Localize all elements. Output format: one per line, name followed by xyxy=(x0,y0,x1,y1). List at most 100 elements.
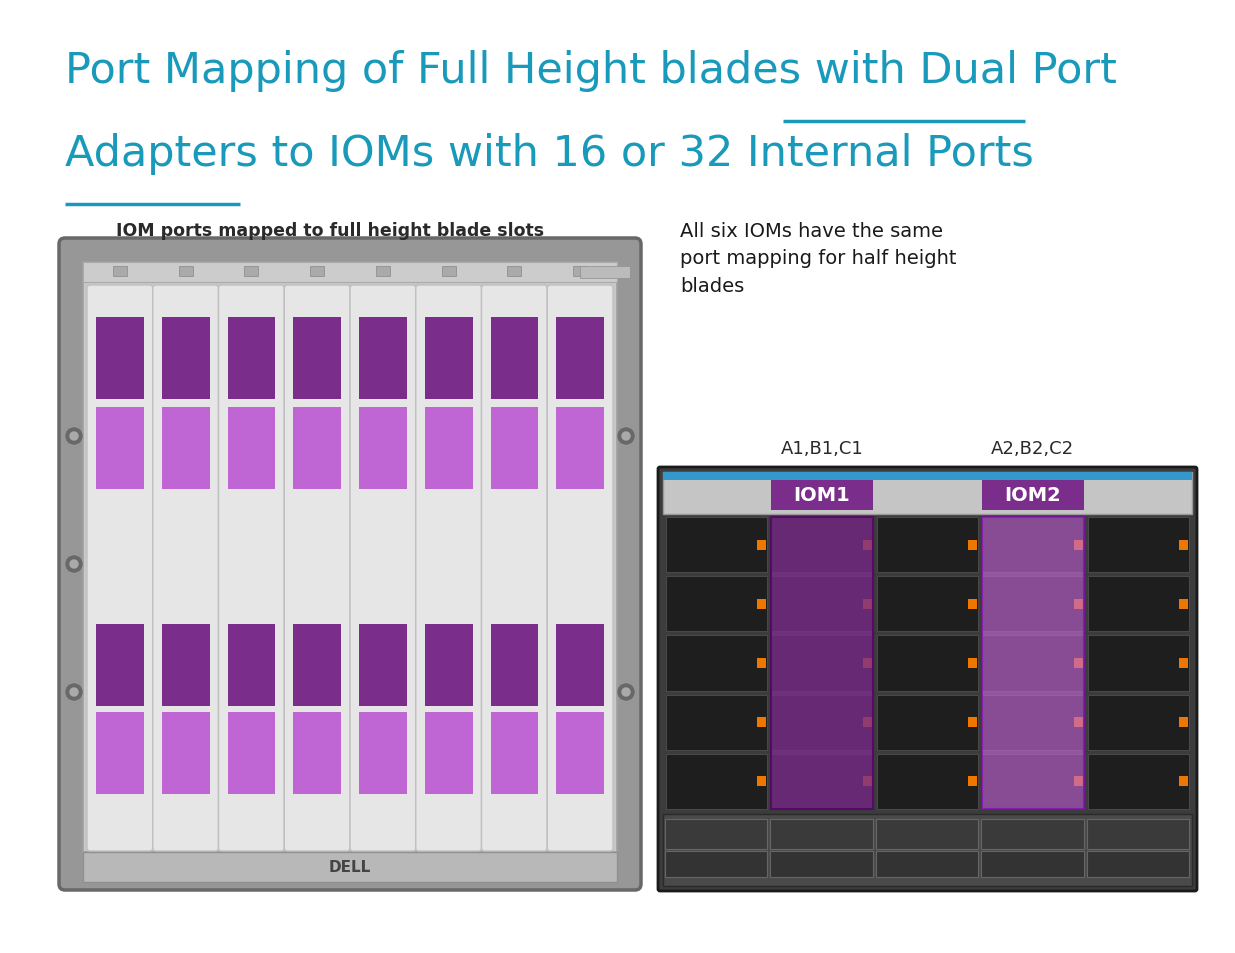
Bar xyxy=(981,820,1083,849)
Bar xyxy=(227,408,275,490)
Bar xyxy=(772,636,873,691)
Bar xyxy=(490,625,538,706)
FancyBboxPatch shape xyxy=(86,286,153,851)
Bar xyxy=(162,317,210,399)
Bar xyxy=(1179,659,1188,668)
Bar xyxy=(96,408,143,490)
Bar xyxy=(310,267,324,276)
Bar xyxy=(771,851,873,877)
Bar xyxy=(1088,577,1189,632)
Bar xyxy=(375,267,390,276)
Bar xyxy=(666,636,767,691)
Bar xyxy=(1073,540,1083,550)
Bar xyxy=(968,540,977,550)
Circle shape xyxy=(622,433,630,440)
Bar xyxy=(1073,777,1083,786)
Bar xyxy=(982,754,1083,809)
Bar xyxy=(968,777,977,786)
Bar xyxy=(96,712,143,794)
Bar xyxy=(556,408,604,490)
Bar xyxy=(877,517,978,573)
Bar xyxy=(757,540,767,550)
Text: DELL: DELL xyxy=(329,860,372,875)
Bar xyxy=(877,577,978,632)
Bar xyxy=(112,267,127,276)
Bar xyxy=(1179,718,1188,727)
Bar xyxy=(982,577,1083,632)
Bar xyxy=(982,517,1083,809)
Circle shape xyxy=(65,557,82,573)
Bar xyxy=(556,712,604,794)
Bar xyxy=(982,695,1083,750)
Bar xyxy=(425,317,473,399)
FancyBboxPatch shape xyxy=(153,286,219,851)
Bar xyxy=(772,517,873,809)
Bar xyxy=(556,317,604,399)
Bar xyxy=(83,263,618,283)
Bar xyxy=(663,814,1192,886)
Bar xyxy=(359,625,406,706)
Bar xyxy=(293,408,341,490)
Bar xyxy=(179,267,193,276)
Text: IOM2: IOM2 xyxy=(1004,486,1061,505)
Bar xyxy=(359,712,406,794)
FancyBboxPatch shape xyxy=(482,286,547,851)
Bar xyxy=(490,317,538,399)
Bar xyxy=(1179,599,1188,609)
Bar xyxy=(245,267,258,276)
Bar xyxy=(1088,517,1189,573)
Bar xyxy=(666,577,767,632)
Circle shape xyxy=(622,688,630,697)
Bar xyxy=(757,599,767,609)
Bar xyxy=(293,317,341,399)
Bar xyxy=(83,263,618,852)
Bar xyxy=(982,636,1083,691)
Bar xyxy=(666,754,767,809)
Bar xyxy=(96,317,143,399)
Bar xyxy=(771,820,873,849)
FancyBboxPatch shape xyxy=(284,286,350,851)
Bar xyxy=(83,852,618,882)
Bar xyxy=(772,517,873,573)
FancyBboxPatch shape xyxy=(59,239,641,890)
FancyBboxPatch shape xyxy=(219,286,284,851)
Bar xyxy=(162,625,210,706)
Bar xyxy=(162,712,210,794)
FancyBboxPatch shape xyxy=(658,468,1197,891)
Bar xyxy=(359,317,406,399)
Bar xyxy=(556,625,604,706)
Bar xyxy=(227,625,275,706)
Text: A1,B1,C1: A1,B1,C1 xyxy=(781,439,863,457)
Bar xyxy=(877,636,978,691)
Bar xyxy=(1088,636,1189,691)
Bar xyxy=(1087,820,1189,849)
Bar xyxy=(968,599,977,609)
Text: A2,B2,C2: A2,B2,C2 xyxy=(992,439,1074,457)
Bar xyxy=(664,851,767,877)
Bar xyxy=(227,317,275,399)
Bar xyxy=(293,625,341,706)
Text: IOM ports mapped to full height blade slots: IOM ports mapped to full height blade sl… xyxy=(116,222,545,240)
Bar xyxy=(96,625,143,706)
Bar xyxy=(666,517,767,573)
Bar xyxy=(1073,718,1083,727)
FancyBboxPatch shape xyxy=(416,286,482,851)
Bar xyxy=(876,851,978,877)
Circle shape xyxy=(70,433,78,440)
Bar xyxy=(981,851,1083,877)
Bar xyxy=(580,267,630,278)
Text: Port Mapping of Full Height blades with Dual Port: Port Mapping of Full Height blades with … xyxy=(65,50,1116,91)
Bar xyxy=(425,625,473,706)
Bar xyxy=(982,517,1083,573)
Bar xyxy=(1087,851,1189,877)
Circle shape xyxy=(70,688,78,697)
Bar xyxy=(425,712,473,794)
Bar xyxy=(863,777,872,786)
Circle shape xyxy=(65,684,82,700)
Bar xyxy=(573,267,587,276)
Bar xyxy=(666,695,767,750)
Bar xyxy=(1073,659,1083,668)
Bar xyxy=(508,267,521,276)
Bar xyxy=(490,408,538,490)
Bar xyxy=(162,408,210,490)
